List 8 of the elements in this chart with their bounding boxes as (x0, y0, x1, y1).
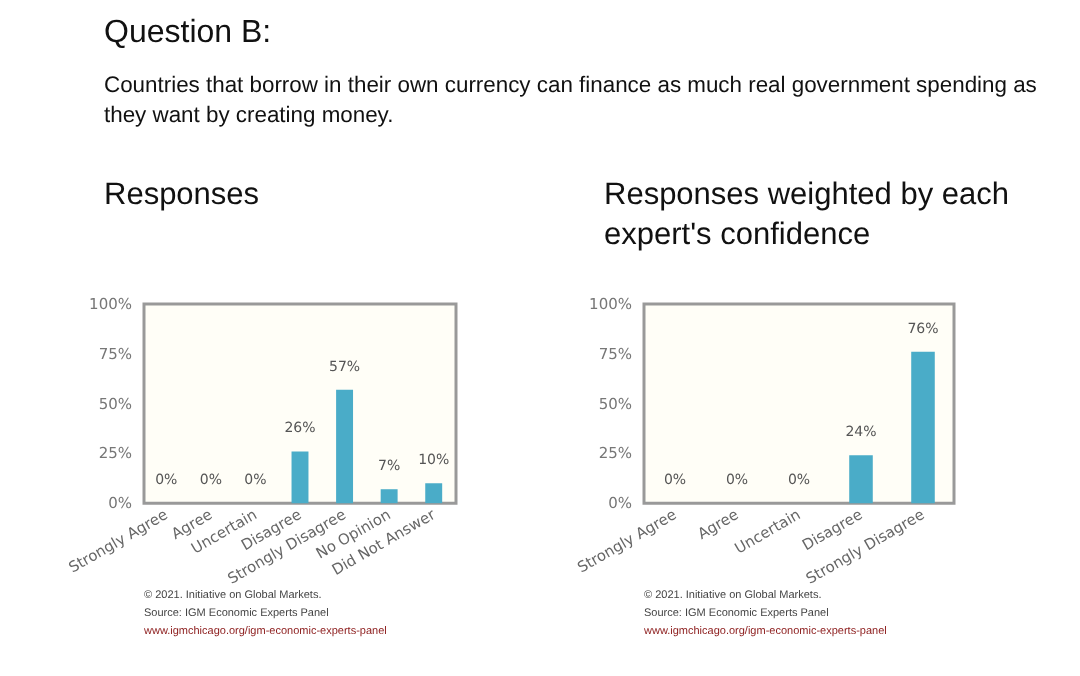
text: Countries that borrow in their own currency can finance as much real government spending as they want by creating money. (104, 72, 1039, 132)
text: Question B: (104, 16, 272, 52)
bar (380, 489, 398, 504)
chart-title: Responses (104, 176, 262, 216)
bar (425, 483, 443, 504)
bar (291, 451, 309, 504)
bar (336, 389, 354, 504)
chart-title: Responses weighted by each expert's confidence (604, 176, 1011, 256)
